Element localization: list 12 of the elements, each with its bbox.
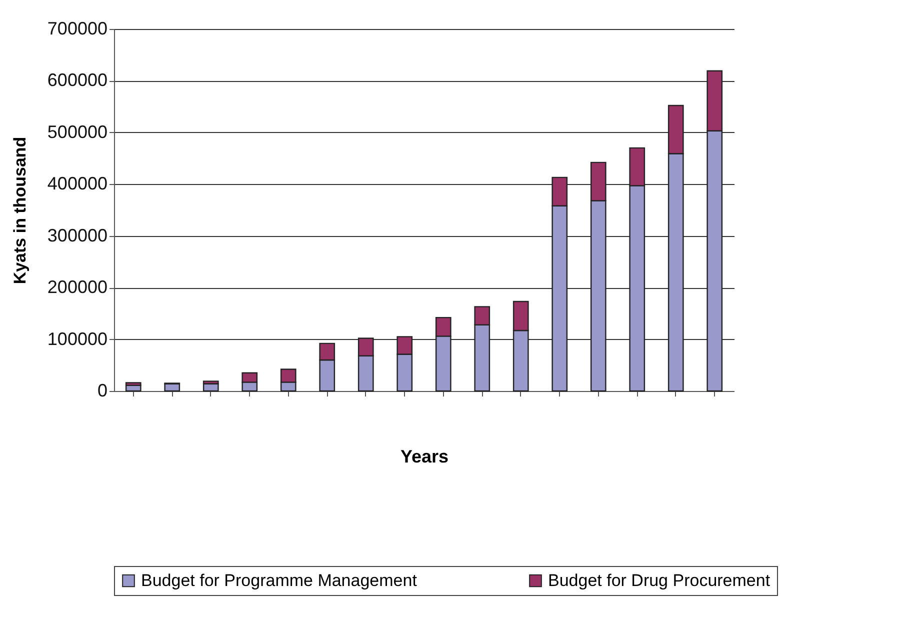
y-tick-label: 0 (97, 380, 108, 400)
y-tick-label: 100000 (47, 328, 108, 349)
legend-label: Budget for Drug Procurement (548, 570, 770, 590)
y-tick-label: 400000 (47, 174, 108, 194)
y-tick-label: 700000 (47, 18, 108, 38)
y-tick-label: 500000 (47, 122, 108, 142)
y-tick-label: 200000 (47, 277, 108, 298)
y-tick-label: 600000 (47, 70, 108, 90)
legend-label: Budget for Programme Management (141, 570, 418, 590)
y-axis-title: Kyats in thousand (10, 136, 30, 284)
x-axis-title: Years (400, 446, 449, 466)
y-tick-label: 300000 (47, 225, 108, 246)
